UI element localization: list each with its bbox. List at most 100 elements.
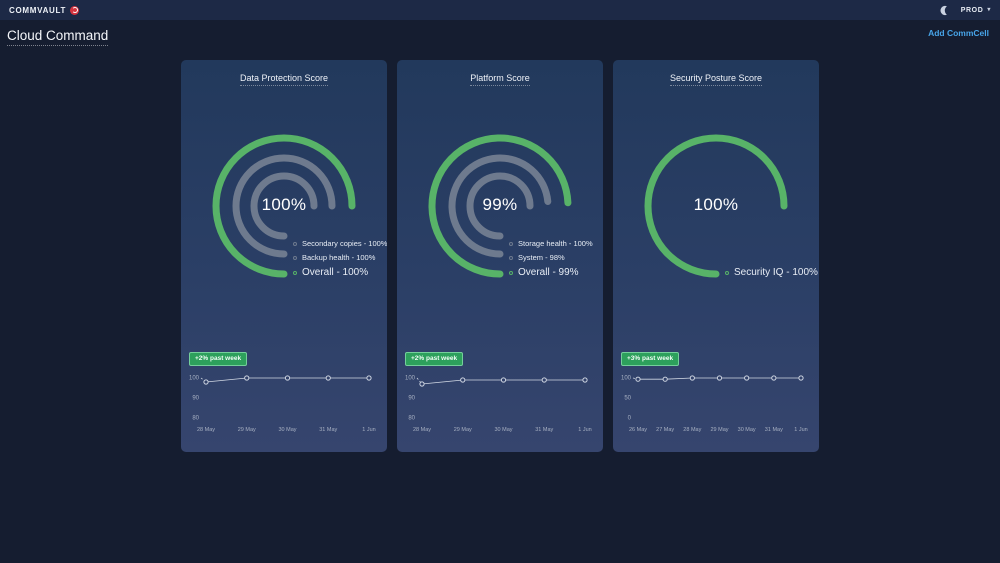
trend-sparkline: 100 50 0 26 May 27 May 28 May 29 May 30 May 31 M…: [621, 375, 808, 433]
topbar-actions: PROD ▾: [939, 5, 991, 16]
security-posture-gauge: [644, 134, 788, 278]
trend-badge: +2% past week: [405, 352, 464, 366]
trend-badge: +3% past week: [621, 352, 680, 366]
sparkline-marker: [500, 377, 507, 383]
commvault-logo-text: COMMVAULT: [9, 5, 67, 15]
crescent-moon-icon: [940, 5, 947, 15]
gauge-ring-security-iq: [644, 134, 788, 278]
y-axis-tick-label: 90: [408, 396, 415, 402]
x-axis-tick-label: 28 May: [197, 427, 215, 433]
sparkline-marker: [203, 379, 209, 385]
commvault-logo: COMMVAULT: [9, 5, 80, 15]
y-axis-tick-label: 100: [621, 376, 632, 382]
x-axis-tick-label: 28 May: [413, 427, 431, 433]
legend-label: Overall - 100%: [302, 267, 369, 278]
legend-label: Storage health - 100%: [518, 239, 593, 248]
trend-badge: +2% past week: [189, 352, 248, 366]
sparkline-marker: [662, 376, 668, 382]
legend-label: System - 98%: [518, 253, 565, 262]
score-cards-row: Data Protection Score 100% Secondary cop…: [0, 60, 1000, 452]
y-axis-tick-label: 80: [192, 416, 199, 422]
x-axis-tick-label: 31 May: [319, 427, 337, 433]
platform-gauge: [428, 134, 572, 278]
sparkline-marker: [541, 377, 547, 383]
sparkline-marker: [689, 375, 695, 381]
gauge-legend: Secondary copies - 100% Backup health - 1…: [293, 239, 387, 278]
x-axis-tick-label: 31 May: [765, 427, 783, 433]
x-axis-tick-label: 1 Jun: [794, 427, 807, 433]
legend-item[interactable]: Secondary copies - 100%: [293, 239, 387, 248]
y-axis-tick-label: 100: [405, 376, 416, 382]
sparkline-leadin: [416, 377, 423, 385]
sparkline-marker: [744, 375, 750, 381]
legend-item[interactable]: Backup health - 100%: [293, 253, 387, 262]
legend-item[interactable]: System - 98%: [509, 253, 593, 262]
card-title: Data Protection Score: [239, 73, 329, 86]
legend-bullet-icon: [293, 255, 297, 260]
x-axis-tick-label: 29 May: [454, 427, 472, 433]
page-title: Cloud Command: [7, 28, 109, 46]
legend-label: Secondary copies - 100%: [302, 239, 387, 248]
score-value: 99%: [482, 195, 518, 214]
sparkline-marker: [582, 377, 588, 383]
legend-bullet-icon: [725, 270, 729, 275]
gauge-legend: Security IQ - 100%: [725, 267, 818, 278]
legend-label: Security IQ - 100%: [734, 267, 818, 278]
legend-label: Overall - 99%: [518, 267, 579, 278]
commvault-logo-icon: [70, 5, 80, 15]
gauge-ring-storage-health: [466, 172, 534, 240]
y-axis-tick-label: 50: [624, 396, 631, 402]
sparkline-marker: [284, 375, 291, 381]
sparkline-marker: [798, 375, 804, 381]
data-protection-gauge: [212, 134, 356, 278]
gauge-ring-overall: [212, 134, 356, 278]
sparkline-marker: [325, 375, 331, 381]
x-axis-tick-label: 30 May: [494, 427, 512, 433]
sparkline-marker: [460, 377, 466, 383]
sparkline-marker: [366, 375, 372, 381]
y-axis-tick-label: 100: [189, 376, 200, 382]
legend-item[interactable]: Storage health - 100%: [509, 239, 593, 248]
gauge-ring-secondary-copies: [250, 172, 318, 240]
x-axis-tick-label: 26 May: [629, 427, 647, 433]
x-axis-tick-label: 29 May: [710, 427, 728, 433]
card-title: Platform Score: [470, 73, 530, 86]
legend-item[interactable]: Overall - 100%: [293, 267, 387, 278]
dark-mode-toggle[interactable]: [939, 5, 950, 16]
y-axis-tick-label: 0: [628, 416, 632, 422]
sparkline-marker: [419, 381, 425, 387]
card-security-posture-score: Security Posture Score 100% Security IQ …: [613, 60, 819, 452]
x-axis-tick-label: 27 May: [656, 427, 674, 433]
card-platform-score: Platform Score 99% Storage health - 100%…: [397, 60, 603, 452]
x-axis-tick-label: 1 Jun: [578, 427, 591, 433]
legend-item[interactable]: Security IQ - 100%: [725, 267, 818, 278]
trend-sparkline: 100 90 80 28 May 29 May 30 May 31 May 1 Jun: [405, 376, 592, 433]
y-axis-tick-label: 90: [192, 396, 199, 402]
environment-label: PROD: [960, 6, 984, 14]
page-header: Cloud Command Add CommCell: [0, 20, 1000, 50]
card-title: Security Posture Score: [669, 73, 763, 86]
x-axis-tick-label: 30 May: [738, 427, 756, 433]
legend-bullet-icon: [293, 241, 297, 246]
chevron-down-icon: ▾: [987, 7, 991, 13]
sparkline-marker: [635, 376, 641, 382]
sparkline-marker: [771, 375, 777, 381]
y-axis-tick-label: 80: [408, 416, 415, 422]
gauge-ring-backup-health: [232, 154, 336, 258]
legend-bullet-icon: [293, 270, 297, 275]
gauge-ring-system: [448, 154, 552, 258]
card-data-protection-score: Data Protection Score 100% Secondary cop…: [181, 60, 387, 452]
legend-bullet-icon: [509, 241, 513, 246]
x-axis-tick-label: 1 Jun: [362, 427, 375, 433]
x-axis-tick-label: 30 May: [278, 427, 296, 433]
topbar: COMMVAULT PROD ▾: [0, 0, 1000, 20]
x-axis-tick-label: 31 May: [535, 427, 553, 433]
sparkline-marker: [716, 375, 723, 381]
environment-dropdown[interactable]: PROD ▾: [961, 7, 991, 14]
trend-sparkline: 100 90 80 28 May 29 May 30 May 31 May 1 Jun: [189, 375, 376, 433]
add-commcell-link[interactable]: Add CommCell: [928, 28, 989, 38]
legend-item[interactable]: Overall - 99%: [509, 267, 593, 278]
score-value: 100%: [693, 195, 739, 214]
score-value: 100%: [261, 195, 307, 214]
gauge-legend: Storage health - 100% System - 98% Overall…: [509, 239, 593, 278]
